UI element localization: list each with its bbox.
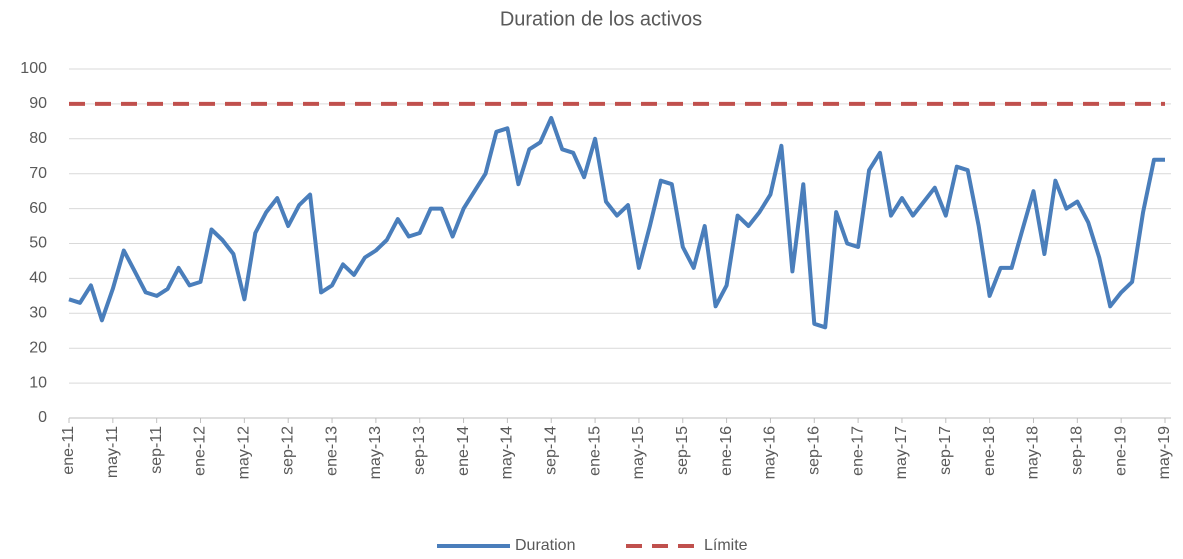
x-tick-label: sep-17 (937, 426, 954, 475)
x-tick-label: may-14 (499, 426, 516, 479)
y-tick-label: 70 (29, 165, 47, 182)
x-tick-label: sep-13 (411, 426, 428, 475)
x-tick-label: ene-16 (718, 426, 735, 476)
x-tick-label: may-13 (367, 426, 384, 479)
x-tick-label: may-17 (893, 426, 910, 479)
x-tick-label: sep-18 (1069, 426, 1086, 475)
y-tick-label: 10 (29, 374, 47, 391)
y-tick-label: 20 (29, 339, 47, 356)
x-tick-label: ene-19 (1112, 426, 1129, 476)
x-tick-label: ene-17 (849, 426, 866, 476)
x-tick-label: sep-16 (805, 426, 822, 475)
series-line (68, 115, 1165, 330)
y-tick-label: 80 (29, 130, 47, 147)
x-tick-label: may-19 (1156, 426, 1173, 479)
x-tick-label: sep-14 (542, 426, 559, 475)
x-tick-label: sep-15 (674, 426, 691, 475)
y-tick-label: 30 (29, 305, 47, 322)
x-tick-label: ene-11 (60, 426, 77, 475)
x-tick-label: ene-12 (192, 426, 209, 476)
x-tick-label: may-15 (630, 426, 647, 479)
y-tick-label: 90 (29, 95, 47, 112)
x-tick-label: sep-12 (279, 426, 296, 475)
x-tick-label: may-12 (236, 426, 253, 479)
y-tick-label: 50 (29, 235, 47, 252)
legend-label: Duration (515, 537, 575, 554)
y-tick-label: 100 (20, 60, 47, 77)
y-tick-label: 0 (38, 409, 47, 426)
legend-label: Límite (704, 537, 748, 554)
x-tick-label: sep-11 (148, 426, 165, 474)
y-tick-label: 60 (29, 200, 47, 217)
x-tick-label: may-11 (104, 426, 121, 478)
x-tick-label: may-16 (762, 426, 779, 479)
x-tick-label: ene-18 (981, 426, 998, 476)
x-tick-label: ene-15 (586, 426, 603, 476)
x-tick-label: ene-13 (323, 426, 340, 476)
y-tick-label: 40 (29, 270, 47, 287)
chart-title: Duration de los activos (500, 8, 702, 30)
x-tick-label: may-18 (1025, 426, 1042, 479)
x-tick-label: ene-14 (455, 426, 472, 476)
